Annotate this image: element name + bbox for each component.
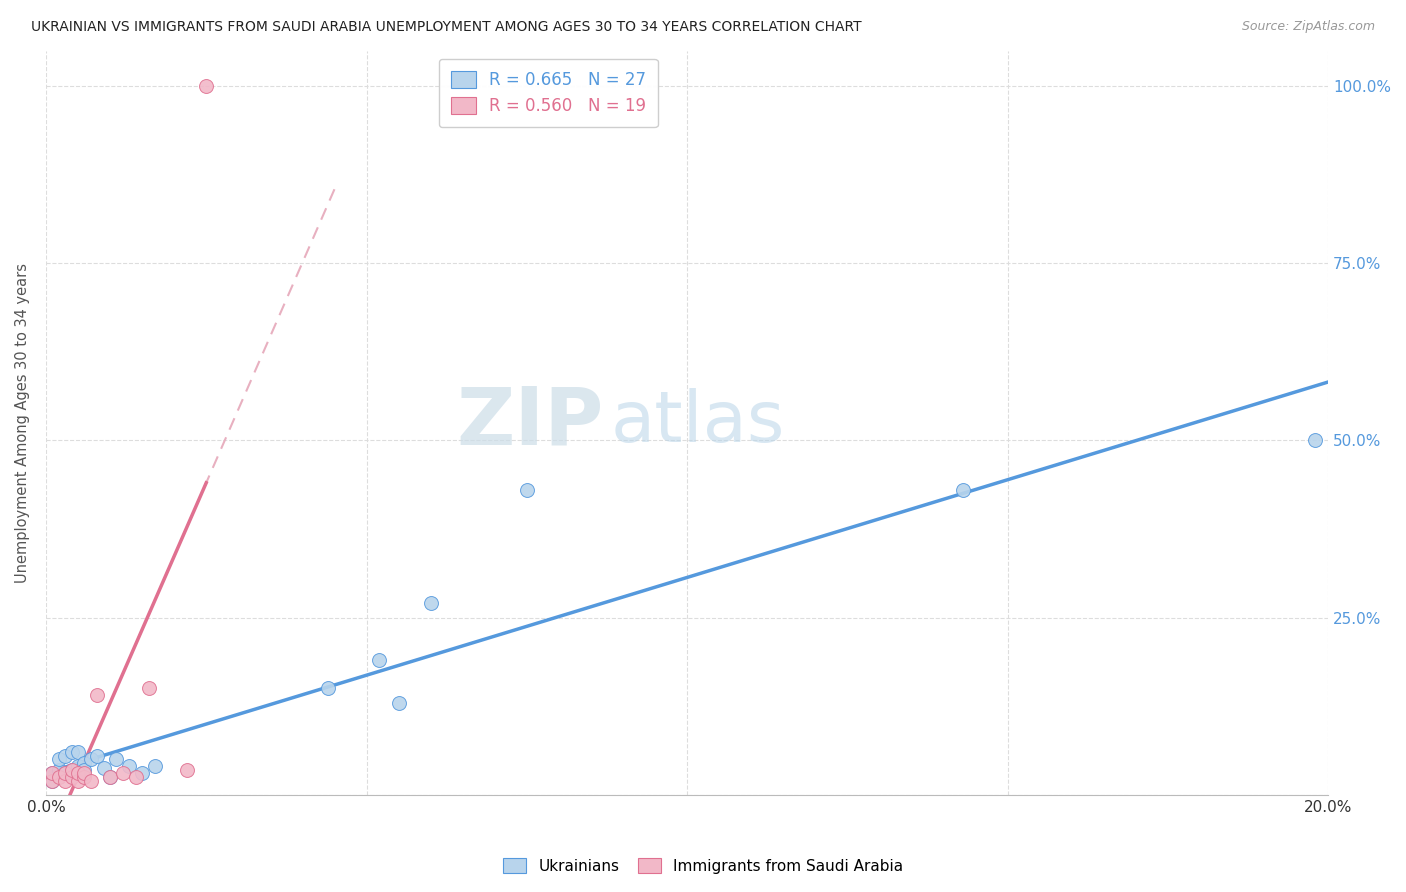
Point (138, 681, 160, 696)
Point (516, 483, 538, 497)
Point (66, 759, 89, 773)
Point (60, 763, 83, 777)
Point (952, 483, 974, 497)
Point (93, 761, 115, 775)
Point (48, 770, 70, 784)
Text: UKRAINIAN VS IMMIGRANTS FROM SAUDI ARABIA UNEMPLOYMENT AMONG AGES 30 TO 34 YEARS: UKRAINIAN VS IMMIGRANTS FROM SAUDI ARABI… (31, 20, 862, 34)
Point (1305, 434, 1327, 448)
Point (131, 766, 153, 780)
Point (419, 596, 441, 610)
Point (195, 79, 218, 94)
Point (41, 773, 63, 788)
Point (98, 770, 121, 784)
Point (387, 696, 409, 710)
Point (53, 773, 76, 788)
Point (80, 752, 103, 766)
Legend: Ukrainians, Immigrants from Saudi Arabia: Ukrainians, Immigrants from Saudi Arabia (496, 852, 910, 880)
Point (111, 766, 134, 780)
Legend: R = 0.665   N = 27, R = 0.560   N = 19: R = 0.665 N = 27, R = 0.560 N = 19 (439, 59, 658, 127)
Point (73, 756, 96, 770)
Point (125, 770, 148, 784)
Point (60, 763, 83, 777)
Point (66, 766, 89, 780)
Point (60, 745, 83, 759)
Point (66, 745, 89, 759)
Point (86, 689, 108, 703)
Point (176, 763, 198, 777)
Point (368, 653, 391, 667)
Point (53, 766, 76, 780)
Text: ZIP: ZIP (457, 384, 603, 462)
Text: atlas: atlas (610, 388, 785, 458)
Point (53, 766, 76, 780)
Point (73, 770, 96, 784)
Point (66, 773, 89, 788)
Point (41, 766, 63, 780)
Point (98, 770, 121, 784)
Point (53, 748, 76, 763)
Text: Source: ZipAtlas.com: Source: ZipAtlas.com (1241, 20, 1375, 33)
Point (143, 759, 166, 773)
Point (80, 773, 103, 788)
Point (73, 766, 96, 780)
Point (48, 752, 70, 766)
Y-axis label: Unemployment Among Ages 30 to 34 years: Unemployment Among Ages 30 to 34 years (15, 262, 30, 582)
Point (105, 752, 128, 766)
Point (73, 763, 96, 777)
Point (60, 770, 83, 784)
Point (118, 759, 141, 773)
Point (316, 681, 339, 696)
Point (86, 748, 108, 763)
Point (41, 766, 63, 780)
Point (41, 773, 63, 788)
Point (48, 763, 70, 777)
